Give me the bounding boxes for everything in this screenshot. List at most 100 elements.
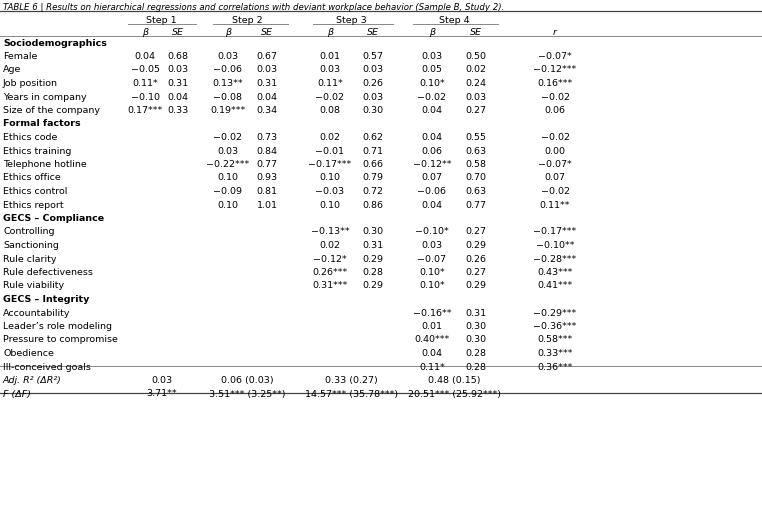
Text: −0.10*: −0.10* (415, 227, 449, 236)
Text: 0.10*: 0.10* (419, 79, 445, 88)
Text: 0.03: 0.03 (168, 66, 188, 74)
Text: 0.04: 0.04 (421, 133, 443, 142)
Text: Ethics training: Ethics training (3, 147, 72, 156)
Text: −0.17***: −0.17*** (309, 160, 351, 169)
Text: 0.73: 0.73 (257, 133, 277, 142)
Text: Formal factors: Formal factors (3, 119, 81, 128)
Text: Sociodemographics: Sociodemographics (3, 38, 107, 48)
Text: 0.03: 0.03 (151, 376, 172, 385)
Text: −0.02: −0.02 (540, 133, 569, 142)
Text: −0.10: −0.10 (130, 93, 159, 102)
Text: 0.10: 0.10 (319, 173, 341, 182)
Text: 0.33***: 0.33*** (537, 349, 573, 358)
Text: 0.04: 0.04 (421, 106, 443, 115)
Text: SE: SE (470, 28, 482, 37)
Text: −0.07*: −0.07* (538, 160, 572, 169)
Text: 0.08: 0.08 (319, 106, 341, 115)
Text: 0.40***: 0.40*** (415, 335, 450, 344)
Text: Pressure to compromise: Pressure to compromise (3, 335, 118, 344)
Text: 0.24: 0.24 (466, 79, 486, 88)
Text: Female: Female (3, 52, 37, 61)
Text: 0.11*: 0.11* (317, 79, 343, 88)
Text: Step 2: Step 2 (232, 16, 262, 25)
Text: −0.22***: −0.22*** (207, 160, 250, 169)
Text: −0.02: −0.02 (315, 93, 344, 102)
Text: 0.71: 0.71 (363, 147, 383, 156)
Text: 0.28: 0.28 (363, 268, 383, 277)
Text: 0.84: 0.84 (257, 147, 277, 156)
Text: β: β (142, 28, 148, 37)
Text: Rule viability: Rule viability (3, 281, 64, 290)
Text: 0.68: 0.68 (168, 52, 188, 61)
Text: −0.29***: −0.29*** (533, 309, 577, 318)
Text: 0.10: 0.10 (217, 173, 239, 182)
Text: 0.31***: 0.31*** (312, 281, 347, 290)
Text: 0.10*: 0.10* (419, 281, 445, 290)
Text: 0.11**: 0.11** (539, 201, 570, 210)
Text: 0.05: 0.05 (421, 66, 443, 74)
Text: −0.16**: −0.16** (413, 309, 451, 318)
Text: −0.06: −0.06 (213, 66, 242, 74)
Text: 0.03: 0.03 (421, 241, 443, 250)
Text: 0.03: 0.03 (466, 93, 487, 102)
Text: Sanctioning: Sanctioning (3, 241, 59, 250)
Text: −0.07: −0.07 (418, 255, 447, 264)
Text: 0.36***: 0.36*** (537, 363, 573, 372)
Text: 0.10: 0.10 (217, 201, 239, 210)
Text: F (ΔF): F (ΔF) (3, 389, 31, 398)
Text: 0.03: 0.03 (257, 66, 277, 74)
Text: Ethics control: Ethics control (3, 187, 67, 196)
Text: −0.12*: −0.12* (313, 255, 347, 264)
Text: 0.03: 0.03 (217, 52, 239, 61)
Text: 0.03: 0.03 (319, 66, 341, 74)
Text: −0.36***: −0.36*** (533, 322, 577, 331)
Text: −0.09: −0.09 (213, 187, 242, 196)
Text: Ethics office: Ethics office (3, 173, 61, 182)
Text: 0.10: 0.10 (319, 201, 341, 210)
Text: Adj. R² (ΔR²): Adj. R² (ΔR²) (3, 376, 62, 385)
Text: Step 4: Step 4 (439, 16, 469, 25)
Text: 0.04: 0.04 (257, 93, 277, 102)
Text: Years in company: Years in company (3, 93, 87, 102)
Text: 0.29: 0.29 (363, 281, 383, 290)
Text: 0.26***: 0.26*** (312, 268, 347, 277)
Text: 0.28: 0.28 (466, 349, 486, 358)
Text: 1.01: 1.01 (257, 201, 277, 210)
Text: Rule clarity: Rule clarity (3, 255, 56, 264)
Text: Rule defectiveness: Rule defectiveness (3, 268, 93, 277)
Text: 20.51*** (25.92***): 20.51*** (25.92***) (408, 389, 501, 398)
Text: 0.48 (0.15): 0.48 (0.15) (427, 376, 480, 385)
Text: 0.28: 0.28 (466, 363, 486, 372)
Text: 0.04: 0.04 (135, 52, 155, 61)
Text: −0.10**: −0.10** (536, 241, 575, 250)
Text: Obedience: Obedience (3, 349, 54, 358)
Text: 0.33: 0.33 (168, 106, 189, 115)
Text: −0.17***: −0.17*** (533, 227, 577, 236)
Text: β: β (225, 28, 231, 37)
Text: 0.86: 0.86 (363, 201, 383, 210)
Text: 0.02: 0.02 (319, 133, 341, 142)
Text: 0.03: 0.03 (421, 52, 443, 61)
Text: SE: SE (367, 28, 379, 37)
Text: 0.31: 0.31 (257, 79, 277, 88)
Text: 0.93: 0.93 (257, 173, 277, 182)
Text: 0.03: 0.03 (363, 93, 383, 102)
Text: 0.66: 0.66 (363, 160, 383, 169)
Text: 0.27: 0.27 (466, 268, 486, 277)
Text: Ill-conceived goals: Ill-conceived goals (3, 363, 91, 372)
Text: −0.01: −0.01 (315, 147, 344, 156)
Text: 0.07: 0.07 (421, 173, 443, 182)
Text: r: r (553, 28, 557, 37)
Text: 0.26: 0.26 (466, 255, 486, 264)
Text: 0.27: 0.27 (466, 106, 486, 115)
Text: 0.31: 0.31 (168, 79, 188, 88)
Text: 0.02: 0.02 (466, 66, 486, 74)
Text: Telephone hotline: Telephone hotline (3, 160, 87, 169)
Text: 0.04: 0.04 (421, 349, 443, 358)
Text: −0.12***: −0.12*** (533, 66, 577, 74)
Text: Controlling: Controlling (3, 227, 55, 236)
Text: 0.30: 0.30 (466, 322, 487, 331)
Text: 0.57: 0.57 (363, 52, 383, 61)
Text: −0.28***: −0.28*** (533, 255, 577, 264)
Text: 0.11*: 0.11* (419, 363, 445, 372)
